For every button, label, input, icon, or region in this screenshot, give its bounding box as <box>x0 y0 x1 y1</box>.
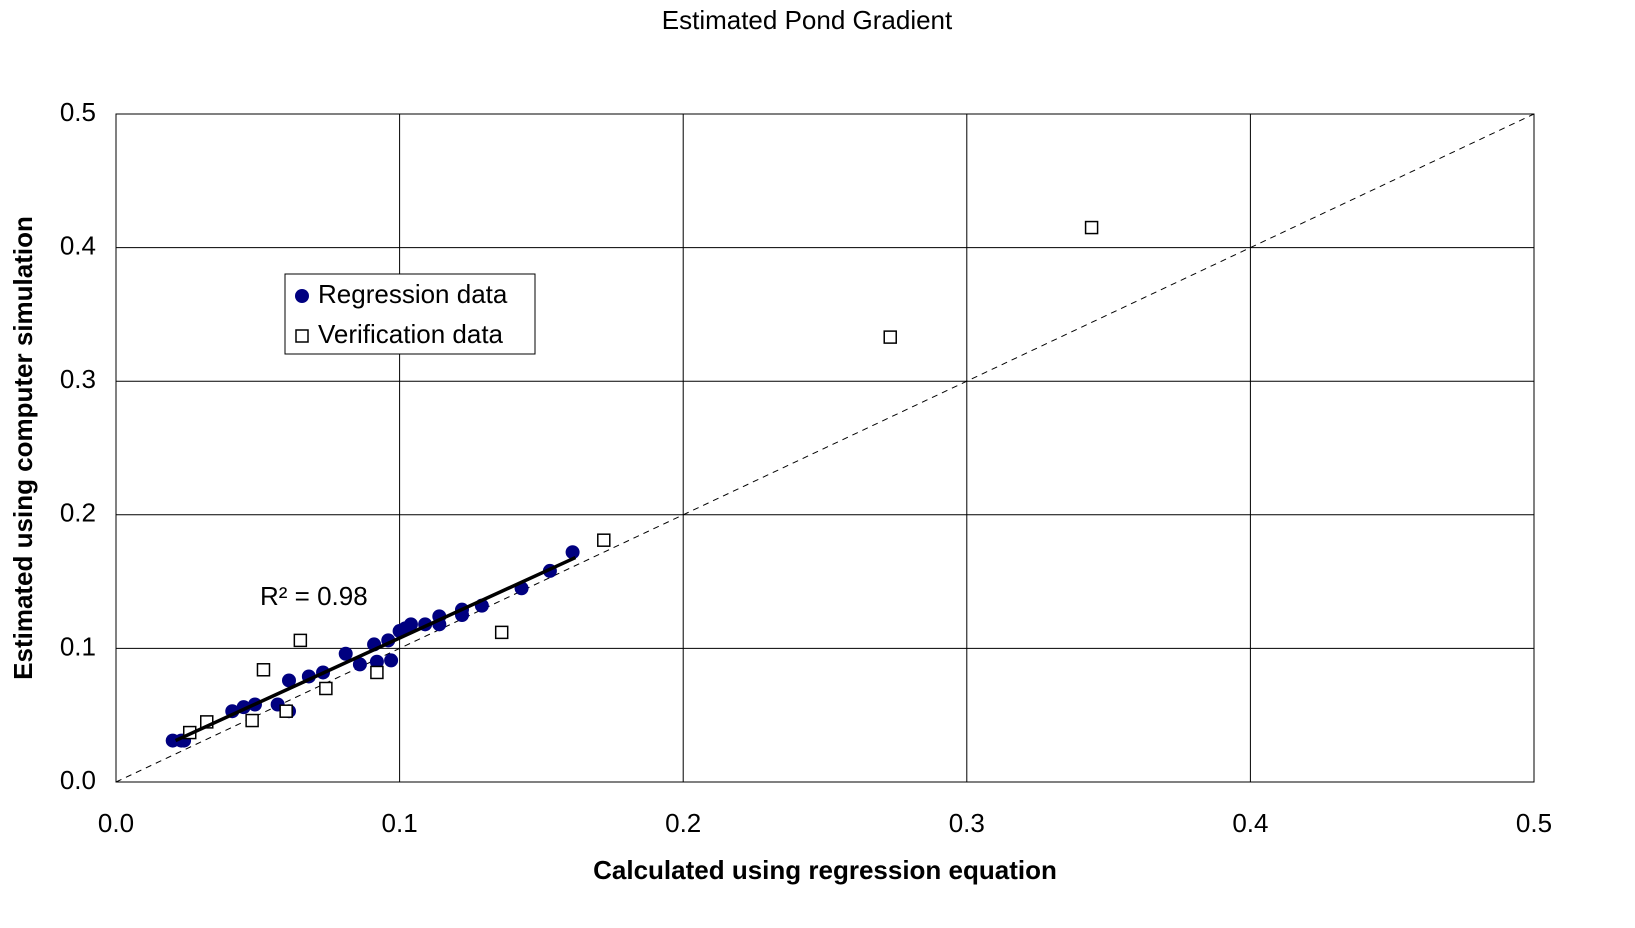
x-tick-label: 0.5 <box>1516 808 1552 838</box>
point <box>279 704 293 718</box>
x-tick-label: 0.2 <box>665 808 701 838</box>
point <box>369 654 384 669</box>
y-axis-label: Estimated using computer simulation <box>8 216 38 680</box>
plot-border <box>115 113 1535 783</box>
y-tick-label: 0.3 <box>60 364 96 394</box>
reference-line <box>115 113 1535 783</box>
point <box>1084 220 1099 235</box>
legend <box>284 273 536 355</box>
legend-label: Verification data <box>318 319 504 349</box>
point <box>293 633 308 648</box>
trendline-label: R² = 0.98 <box>260 581 368 611</box>
x-tick-label: 0.4 <box>1232 808 1268 838</box>
y-tick-label: 0.2 <box>60 498 96 528</box>
point <box>403 617 418 632</box>
point <box>883 330 897 344</box>
point <box>281 673 296 688</box>
point <box>384 653 399 668</box>
trendline <box>174 555 577 743</box>
legend-marker <box>295 289 309 303</box>
point <box>370 665 384 680</box>
y-tick-label: 0.5 <box>60 97 96 127</box>
point <box>319 681 333 696</box>
y-tick-label: 0.4 <box>60 230 96 260</box>
y-tick-label: 0.1 <box>60 631 96 661</box>
legend-label: Regression data <box>318 279 508 309</box>
point <box>256 663 271 677</box>
point <box>338 646 353 661</box>
legend-marker <box>295 329 309 343</box>
point <box>245 713 259 728</box>
x-tick-label: 0.0 <box>98 808 134 838</box>
x-tick-label: 0.3 <box>949 808 985 838</box>
point <box>494 625 509 640</box>
point <box>565 545 580 560</box>
point <box>352 657 367 672</box>
x-tick-label: 0.1 <box>382 808 418 838</box>
y-tick-label: 0.0 <box>60 765 96 795</box>
point <box>597 533 611 547</box>
x-axis-label: Calculated using regression equation <box>593 855 1057 885</box>
chart-title: Estimated Pond Gradient <box>662 5 953 35</box>
